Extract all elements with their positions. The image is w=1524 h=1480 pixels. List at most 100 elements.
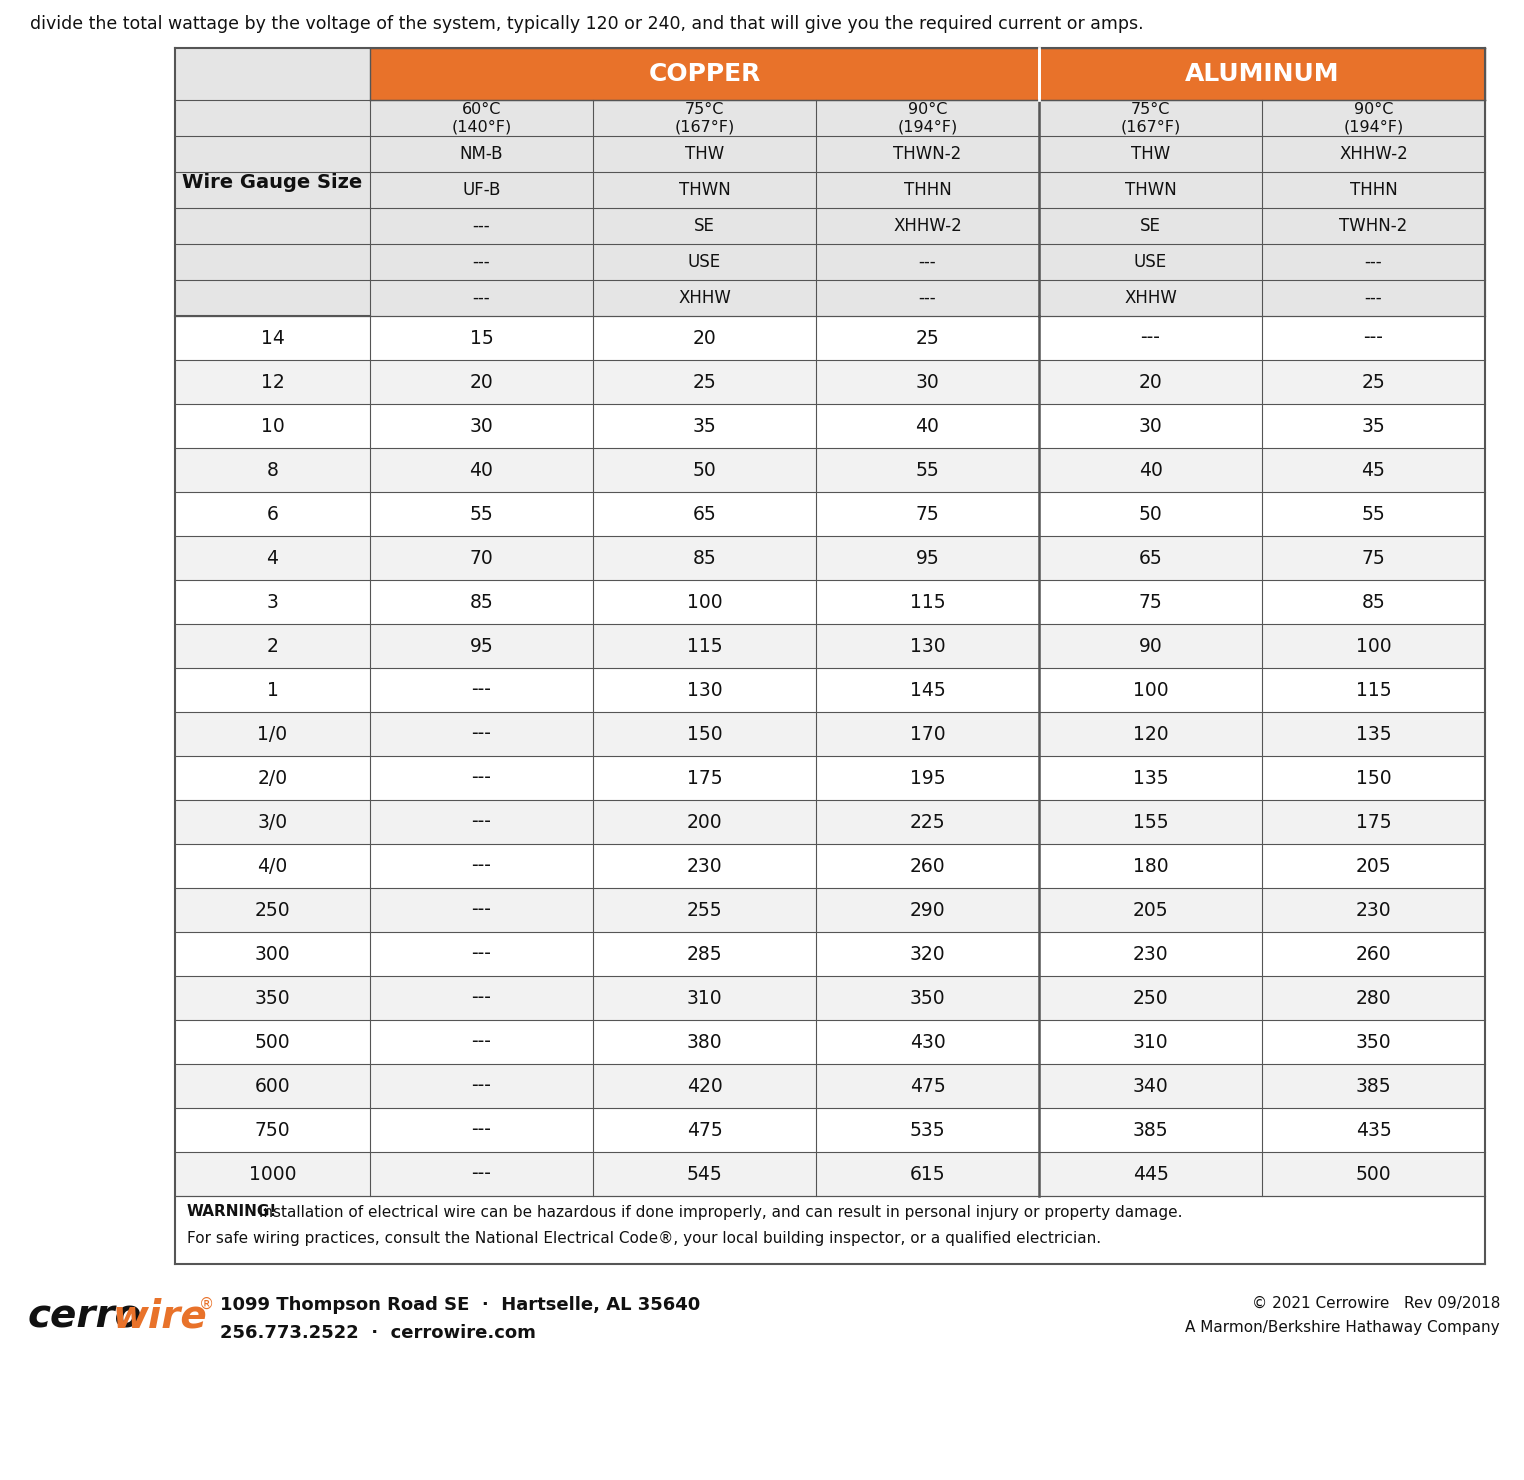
Text: 170: 170	[910, 725, 945, 743]
Text: 75: 75	[916, 505, 939, 524]
Text: 150: 150	[687, 725, 722, 743]
Text: ---: ---	[471, 725, 491, 743]
Text: 12: 12	[261, 373, 285, 392]
Text: 145: 145	[910, 681, 945, 700]
Text: 40: 40	[1138, 460, 1163, 480]
Text: 90°C
(194°F): 90°C (194°F)	[1343, 102, 1404, 135]
Text: 380: 380	[687, 1033, 722, 1051]
Text: 85: 85	[692, 549, 716, 567]
Text: 3: 3	[267, 592, 279, 611]
Bar	[175, 932, 1484, 975]
Bar	[1039, 47, 1484, 101]
Text: 150: 150	[1356, 768, 1391, 787]
Bar	[175, 1196, 1484, 1264]
Text: 75°C
(167°F): 75°C (167°F)	[675, 102, 735, 135]
Bar	[175, 47, 370, 317]
Text: 350: 350	[910, 989, 945, 1008]
Bar	[175, 491, 1484, 536]
Text: 25: 25	[916, 329, 939, 348]
Text: 20: 20	[1138, 373, 1163, 392]
Bar	[175, 360, 1484, 404]
Text: 250: 250	[1132, 989, 1169, 1008]
Text: 50: 50	[1138, 505, 1163, 524]
Text: 14: 14	[261, 329, 285, 348]
Bar	[175, 844, 1484, 888]
Text: 130: 130	[910, 636, 945, 656]
Text: ---: ---	[919, 253, 936, 271]
Text: ---: ---	[471, 900, 491, 919]
Bar	[175, 580, 1484, 625]
Text: 320: 320	[910, 944, 945, 963]
Text: 3/0: 3/0	[258, 813, 288, 832]
Text: 85: 85	[1361, 592, 1385, 611]
Bar	[175, 536, 1484, 580]
Text: 250: 250	[255, 900, 290, 919]
Text: THW: THW	[684, 145, 724, 163]
Text: 135: 135	[1356, 725, 1391, 743]
Text: 2/0: 2/0	[258, 768, 288, 787]
Text: THWN: THWN	[1125, 181, 1177, 198]
Text: TWHN-2: TWHN-2	[1340, 218, 1408, 235]
Bar	[175, 801, 1484, 844]
Text: 475: 475	[687, 1120, 722, 1140]
Text: XHHW-2: XHHW-2	[1340, 145, 1408, 163]
Text: 615: 615	[910, 1165, 945, 1184]
Text: 115: 115	[910, 592, 945, 611]
Text: 195: 195	[910, 768, 945, 787]
Text: 10: 10	[261, 416, 285, 435]
Text: ---: ---	[471, 1165, 491, 1184]
Text: 45: 45	[1361, 460, 1385, 480]
Text: wire: wire	[113, 1296, 207, 1335]
Text: ---: ---	[471, 768, 491, 787]
Text: 445: 445	[1132, 1165, 1169, 1184]
Text: cerro: cerro	[27, 1296, 142, 1335]
Text: 290: 290	[910, 900, 945, 919]
Text: 135: 135	[1132, 768, 1169, 787]
Text: THHN: THHN	[1350, 181, 1398, 198]
Text: ---: ---	[1364, 253, 1382, 271]
Text: 1000: 1000	[248, 1165, 296, 1184]
Text: XHHW: XHHW	[678, 289, 732, 306]
Text: ---: ---	[472, 289, 491, 306]
Text: 65: 65	[692, 505, 716, 524]
Text: 115: 115	[1356, 681, 1391, 700]
Bar	[370, 172, 1484, 209]
Text: 85: 85	[469, 592, 494, 611]
Text: ---: ---	[1364, 329, 1384, 348]
Text: ---: ---	[471, 1076, 491, 1095]
Text: ---: ---	[471, 681, 491, 700]
Bar	[175, 712, 1484, 756]
Text: 430: 430	[910, 1033, 945, 1051]
Text: 70: 70	[469, 549, 494, 567]
Text: ---: ---	[471, 1033, 491, 1051]
Text: 300: 300	[255, 944, 290, 963]
Text: WARNING!: WARNING!	[187, 1205, 277, 1220]
Text: THW: THW	[1131, 145, 1170, 163]
Text: UF-B: UF-B	[462, 181, 501, 198]
Bar	[175, 975, 1484, 1020]
Text: 40: 40	[469, 460, 494, 480]
Text: ---: ---	[1140, 329, 1160, 348]
Text: 225: 225	[910, 813, 945, 832]
Bar	[175, 1064, 1484, 1109]
Text: 35: 35	[692, 416, 716, 435]
Bar	[175, 756, 1484, 801]
Text: ---: ---	[471, 1120, 491, 1140]
Text: 115: 115	[687, 636, 722, 656]
Text: 15: 15	[469, 329, 494, 348]
Text: 55: 55	[1361, 505, 1385, 524]
Text: 75: 75	[1361, 549, 1385, 567]
Text: 95: 95	[916, 549, 939, 567]
Text: USE: USE	[687, 253, 721, 271]
Text: 155: 155	[1132, 813, 1169, 832]
Text: 230: 230	[1132, 944, 1169, 963]
Text: Installation of electrical wire can be hazardous if done improperly, and can res: Installation of electrical wire can be h…	[255, 1205, 1183, 1220]
Text: 60°C
(140°F): 60°C (140°F)	[451, 102, 512, 135]
Text: 285: 285	[687, 944, 722, 963]
Text: 25: 25	[1361, 373, 1385, 392]
Text: ---: ---	[471, 857, 491, 876]
Text: 500: 500	[1356, 1165, 1391, 1184]
Bar	[370, 47, 1039, 101]
Text: 30: 30	[469, 416, 494, 435]
Bar	[175, 888, 1484, 932]
